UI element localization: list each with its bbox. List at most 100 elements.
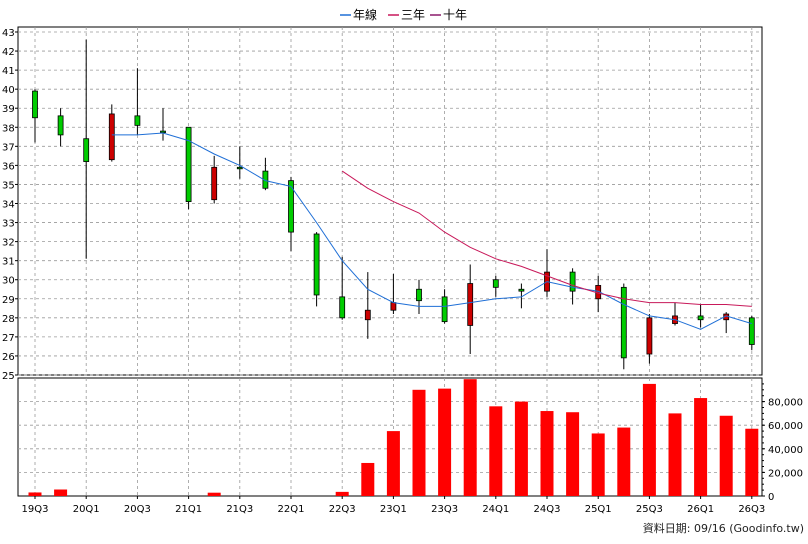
volume-bar: [207, 492, 221, 496]
legend-label: 三年: [401, 8, 425, 22]
x-tick-label: 26Q3: [738, 504, 765, 515]
price-tick-label: 40: [2, 85, 15, 96]
volume-bar: [386, 431, 400, 496]
price-tick-label: 27: [2, 333, 15, 344]
volume-bar: [438, 388, 452, 496]
price-tick-label: 28: [2, 314, 15, 325]
candle: [211, 155, 218, 204]
volume-bar: [642, 383, 656, 496]
volume-bar: [694, 398, 708, 496]
x-tick-label: 23Q1: [380, 504, 407, 515]
price-tick-label: 32: [2, 238, 15, 249]
candle: [108, 104, 115, 162]
price-tick-label: 31: [2, 257, 15, 268]
candle-body: [288, 180, 294, 233]
candle-body: [134, 115, 141, 126]
volume-bar: [28, 492, 42, 496]
x-tick-label: 19Q3: [22, 504, 49, 515]
x-tick-label: 22Q3: [329, 504, 356, 515]
source-footer: 資料日期: 09/16 (Goodinfo.tw): [643, 521, 804, 535]
volume-bar: [540, 411, 554, 496]
candle-body: [748, 317, 755, 345]
candle-body: [646, 317, 653, 355]
candle-body: [108, 113, 115, 161]
candle-body: [160, 130, 166, 133]
candle-body: [364, 309, 371, 321]
candle: [288, 176, 294, 252]
volume-tick-label: 0: [768, 492, 774, 503]
price-frame: [17, 26, 763, 376]
x-tick-label: 25Q3: [636, 504, 663, 515]
volume-tick-label: 60,000: [768, 421, 803, 432]
price-tick-label: 38: [2, 123, 15, 134]
price-y-axis: 25 26 27 28 29 30 31 32 33 34 35 36 37 38 39 40 41 42 43: [2, 28, 18, 382]
series-line: [111, 132, 752, 330]
x-tick-label: 24Q3: [534, 504, 561, 515]
volume-bar: [566, 412, 580, 496]
x-tick-label: 26Q1: [687, 504, 714, 515]
candle-body: [441, 296, 448, 323]
price-tick-label: 37: [2, 142, 15, 153]
x-tick-label: 20Q1: [73, 504, 100, 515]
candle: [83, 39, 90, 259]
candle: [339, 256, 346, 320]
price-tick-label: 39: [2, 104, 15, 115]
candle-body: [57, 115, 64, 136]
volume-bar: [54, 489, 68, 496]
candle-body: [32, 90, 38, 119]
x-tick-label: 25Q1: [585, 504, 612, 515]
volume-bar: [591, 433, 605, 496]
moving-average-lines: [111, 132, 752, 330]
candle-body: [569, 271, 576, 292]
candle: [32, 89, 38, 143]
candle: [646, 314, 653, 364]
candle: [57, 108, 64, 147]
price-tick-label: 25: [2, 371, 15, 382]
candle: [313, 232, 320, 307]
candle-body: [492, 279, 499, 288]
candle-body: [518, 288, 525, 292]
price-tick-label: 35: [2, 180, 15, 191]
volume-bar: [514, 401, 528, 496]
candle: [518, 283, 525, 309]
volume-tick-label: 20,000: [768, 468, 803, 479]
candle: [416, 279, 422, 315]
candle-body: [313, 233, 320, 296]
volume-bar: [617, 427, 631, 496]
volume-bar: [335, 491, 349, 496]
series-line: [341, 170, 752, 307]
volume-tick-label: 80,000: [768, 398, 803, 409]
legend-label: 十年: [443, 8, 467, 22]
legend-label: 年線: [353, 7, 377, 22]
candle: [748, 315, 755, 351]
price-tick-label: 36: [2, 161, 15, 172]
x-tick-label: 23Q3: [431, 504, 458, 515]
price-tick-label: 29: [2, 295, 15, 306]
candle: [236, 146, 243, 179]
legend: 年線 三年 十年: [340, 7, 467, 22]
candle: [492, 275, 499, 297]
volume-bar: [719, 415, 733, 496]
price-tick-label: 34: [2, 200, 15, 211]
candle-body: [211, 166, 218, 201]
candle-body: [416, 288, 422, 302]
candle: [364, 272, 371, 339]
candle: [620, 283, 627, 370]
candle: [697, 304, 704, 328]
volume-bar: [745, 428, 759, 496]
x-tick-label: 20Q3: [124, 504, 151, 515]
price-tick-label: 41: [2, 66, 15, 77]
volume-bars: [28, 379, 759, 496]
candle-body: [185, 126, 192, 202]
volume-bar: [489, 406, 503, 496]
x-tick-label: 21Q3: [226, 504, 253, 515]
candle: [134, 68, 141, 135]
candle-body: [467, 283, 474, 326]
price-grid: [17, 26, 763, 376]
x-tick-label: 24Q1: [482, 504, 509, 515]
volume-bar: [412, 389, 426, 496]
candlesticks: [32, 39, 755, 370]
candle: [569, 268, 576, 305]
